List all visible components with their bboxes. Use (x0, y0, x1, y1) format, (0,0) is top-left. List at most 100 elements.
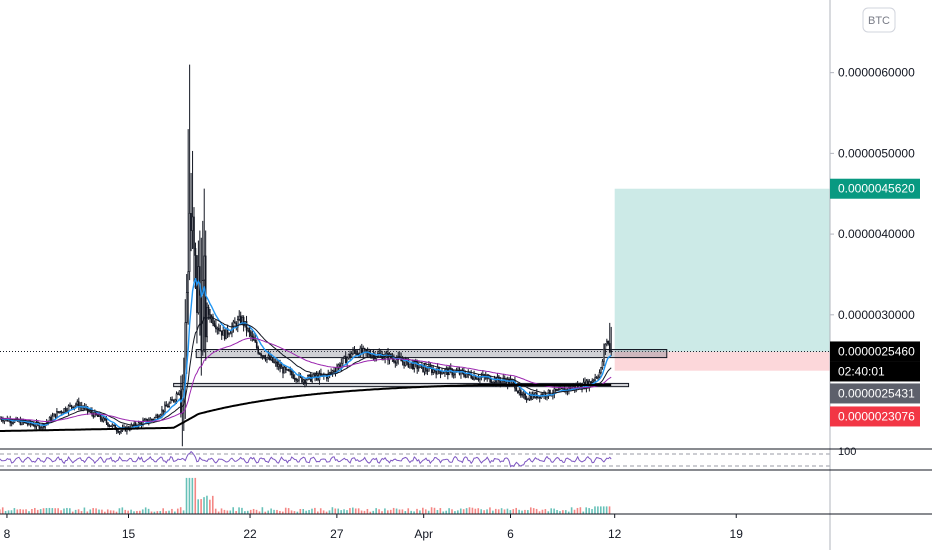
volume-bar (602, 506, 605, 514)
volume-bar (115, 511, 118, 514)
candle-body (75, 403, 77, 407)
volume-bar (433, 507, 436, 514)
candle-body (305, 379, 308, 383)
volume-bar (474, 508, 477, 514)
volume-bar (582, 511, 585, 514)
volume-bar (465, 508, 468, 514)
volume-bar (211, 495, 214, 514)
volume-bar (261, 507, 264, 514)
candle-body (302, 379, 305, 383)
volume-bar (106, 509, 109, 514)
volume-bar (203, 497, 205, 514)
volume-bar (258, 511, 261, 514)
volume-bar (185, 477, 188, 514)
volume-bar (334, 508, 337, 514)
target-zone[interactable] (614, 188, 830, 352)
currency-badge[interactable]: BTC (862, 7, 896, 33)
candle-body (187, 271, 189, 293)
candle-body (232, 321, 235, 328)
candle-body (341, 357, 344, 364)
volume-bar (252, 508, 255, 514)
volume-bar (471, 507, 474, 514)
volume-bar (89, 509, 92, 514)
volume-bar (512, 509, 515, 514)
volume-bar (468, 507, 471, 514)
candle-body (257, 347, 260, 354)
volume-bar (328, 510, 331, 514)
volume-bar (331, 507, 334, 514)
candle-body (363, 348, 366, 350)
candle-body (56, 411, 58, 418)
candle-body (201, 279, 204, 352)
candle-body (343, 356, 346, 359)
candle-body (225, 328, 227, 340)
candle-body (517, 390, 519, 393)
candle-body (245, 321, 248, 331)
volume-bar (174, 511, 176, 514)
volume-bar (594, 506, 596, 514)
price-label-bg (830, 406, 920, 427)
volume-bar (0, 509, 1, 514)
volume-bar (1, 507, 4, 514)
volume-bar (136, 510, 138, 514)
candle-body (199, 266, 201, 296)
candle-body (350, 353, 353, 358)
candle-body (88, 410, 90, 413)
volume-bar (299, 508, 302, 514)
candle-body (159, 414, 162, 418)
volume-bar (86, 511, 89, 514)
volume-bar (156, 511, 159, 514)
volume-bar (559, 511, 561, 514)
candle-body (344, 356, 347, 364)
volume-bar (255, 509, 258, 514)
volume-bar (176, 508, 179, 514)
candle-body (168, 402, 171, 407)
candle-body (190, 213, 192, 231)
price-label-text: 0.0000023076 (838, 409, 915, 423)
candle-body (604, 343, 607, 350)
candle-body (57, 411, 60, 413)
volume-bar (179, 507, 182, 514)
x-tick-label: 22 (243, 527, 257, 541)
candle-body (69, 404, 71, 407)
candle-body (423, 366, 426, 373)
moving-averages (0, 278, 612, 432)
support-box[interactable] (173, 382, 630, 388)
volume-bar (197, 499, 199, 514)
volume-bar (588, 508, 590, 514)
volume-bar (600, 506, 602, 514)
candle-body (603, 348, 605, 362)
volume-bar (246, 510, 249, 514)
volume-bar (54, 508, 57, 514)
volume-bar (427, 510, 430, 514)
candle-body (236, 319, 239, 328)
candle-body (601, 361, 604, 368)
candle-body (64, 408, 67, 412)
volume-bar (439, 508, 442, 514)
candle-body (150, 418, 153, 421)
stop-zone[interactable] (614, 351, 830, 371)
volume-bar (31, 508, 33, 514)
ema-mid-line (0, 316, 612, 426)
candle-body (172, 399, 175, 402)
candle-body (600, 367, 602, 373)
volume-bar (141, 509, 144, 514)
candle-body (175, 393, 178, 401)
candle-body (495, 378, 497, 383)
volume-bar (553, 508, 555, 514)
x-tick-label: 27 (330, 527, 344, 541)
candle-body (289, 370, 292, 373)
volume-bar (410, 510, 412, 514)
candle-body (286, 368, 289, 371)
price-label-text: 0.0000045620 (838, 182, 915, 196)
volume-bar (352, 507, 354, 514)
resistance-box[interactable] (195, 349, 668, 359)
candle-body (530, 395, 532, 400)
candle-body (464, 374, 467, 378)
drawing-zones[interactable] (173, 188, 830, 388)
volume-bar (48, 507, 51, 514)
candle-body (395, 359, 398, 364)
volume-bar (419, 510, 421, 514)
candle-body (355, 350, 357, 355)
